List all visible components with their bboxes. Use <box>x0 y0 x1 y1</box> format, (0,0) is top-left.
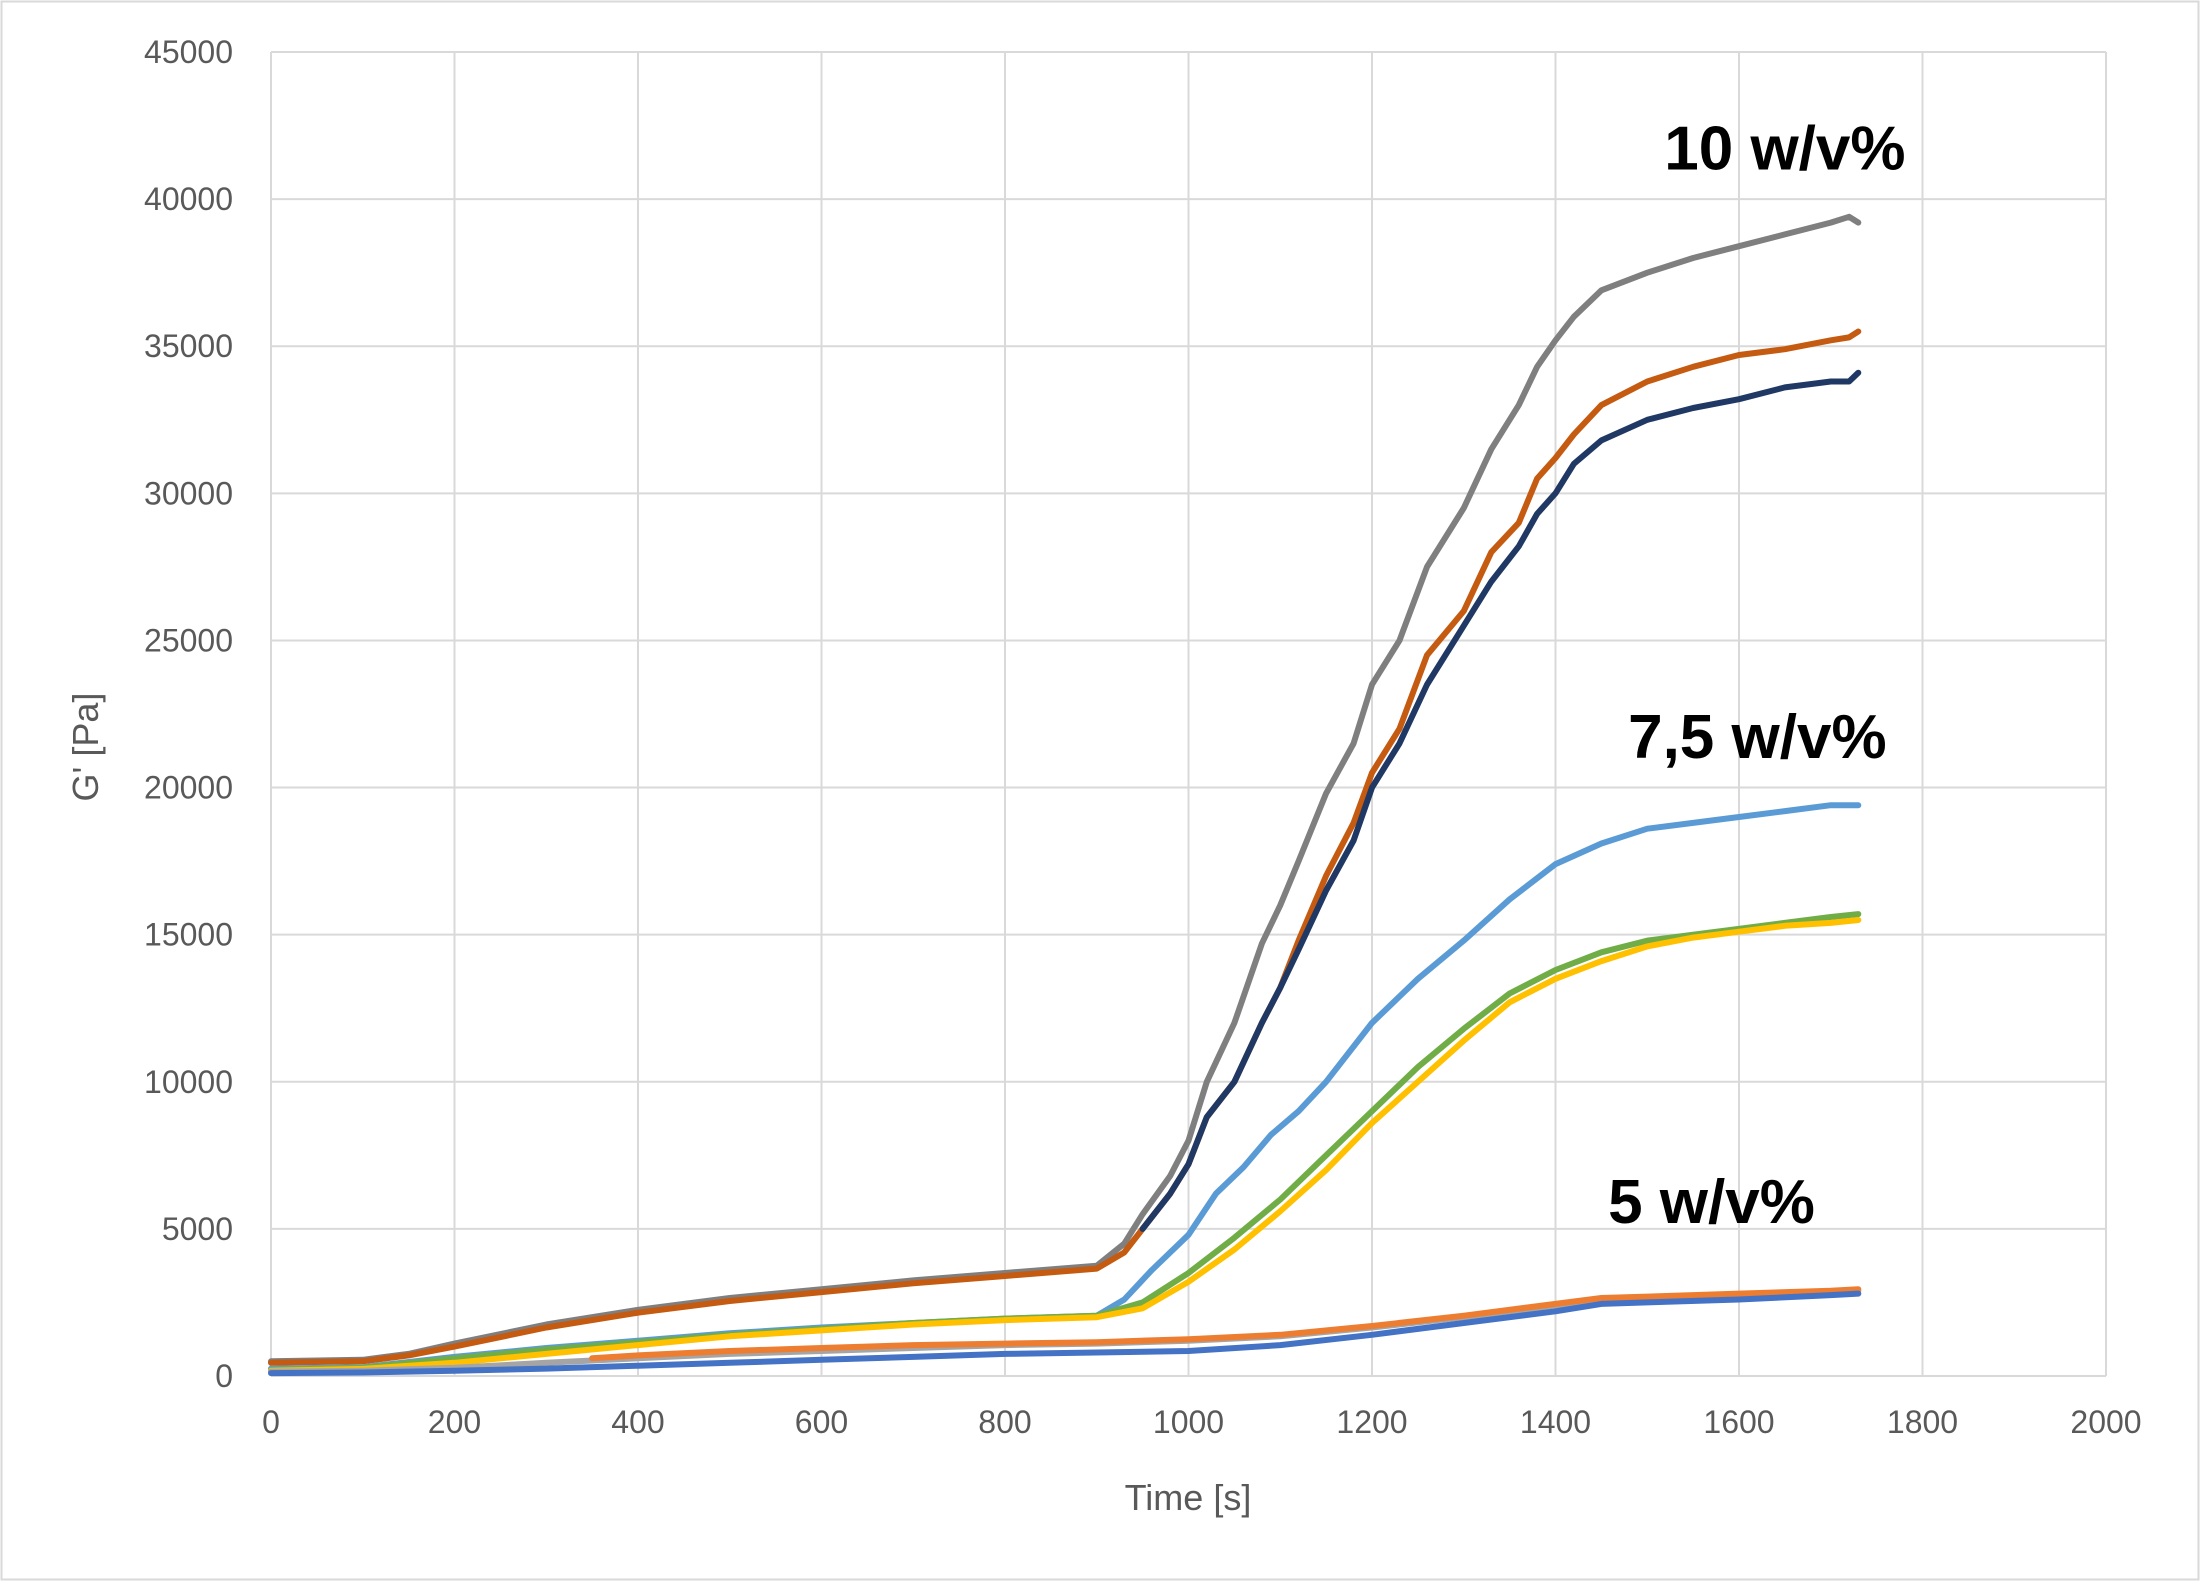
series-line-8 <box>268 1290 1862 1377</box>
y-tick-label: 5000 <box>162 1211 233 1247</box>
x-tick-label: 1000 <box>1153 1404 1224 1440</box>
x-tick-label: 0 <box>262 1404 280 1440</box>
series-line-1 <box>268 328 1862 1366</box>
x-tick-label: 400 <box>611 1404 664 1440</box>
x-tick-label: 800 <box>978 1404 1031 1440</box>
x-tick-label: 1800 <box>1887 1404 1958 1440</box>
y-tick-label: 10000 <box>144 1064 233 1100</box>
y-axis-title: G' [Pa] <box>65 693 106 802</box>
group-label: 10 w/v% <box>1664 115 1905 184</box>
y-tick-label: 30000 <box>144 475 233 511</box>
series-lines <box>268 213 1862 1377</box>
group-annotations: 10 w/v% 7,5 w/v% 5 w/v% <box>1608 115 1905 1237</box>
x-tick-label: 1400 <box>1520 1404 1591 1440</box>
x-axis-title: Time [s] <box>1125 1477 1252 1518</box>
group-label: 5 w/v% <box>1608 1168 1815 1237</box>
y-tick-label: 20000 <box>144 770 233 806</box>
gridlines <box>270 51 2107 1377</box>
group-label: 7,5 w/v% <box>1628 703 1886 772</box>
x-tick-label: 600 <box>795 1404 848 1440</box>
y-tick-label: 40000 <box>144 181 233 217</box>
series-line-2 <box>1139 369 1862 1232</box>
y-tick-label: 15000 <box>144 917 233 953</box>
series-line-5 <box>268 917 1862 1374</box>
x-tick-label: 2000 <box>2070 1404 2141 1440</box>
x-tick-label: 200 <box>428 1404 481 1440</box>
x-tick-label: 1200 <box>1336 1404 1407 1440</box>
y-tick-label: 25000 <box>144 622 233 658</box>
y-tick-label: 0 <box>215 1358 233 1394</box>
y-tick-label: 35000 <box>144 328 233 364</box>
x-tick-label: 1600 <box>1703 1404 1774 1440</box>
tick-labels: 0500010000150002000025000300003500040000… <box>144 34 2142 1440</box>
y-tick-label: 45000 <box>144 34 233 70</box>
series-line-7 <box>589 1286 1862 1362</box>
